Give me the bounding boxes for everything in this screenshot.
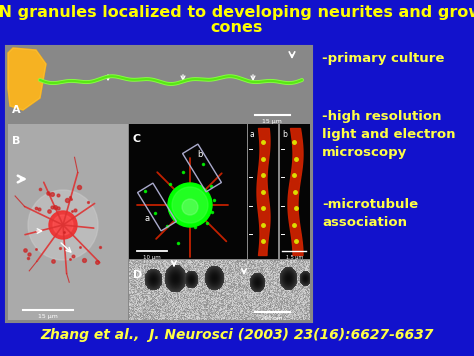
Text: A: A	[12, 105, 21, 115]
Text: cones: cones	[211, 20, 263, 35]
Bar	[129, 124, 247, 259]
Bar	[8, 48, 310, 123]
Bar	[6, 46, 312, 322]
Text: 15 μm: 15 μm	[38, 314, 58, 319]
Circle shape	[182, 199, 198, 215]
Text: -microtubule
association: -microtubule association	[322, 198, 418, 229]
Circle shape	[28, 190, 98, 260]
Text: B: B	[12, 136, 20, 146]
Text: SMN granules localized to developing neurites and growth: SMN granules localized to developing neu…	[0, 5, 474, 20]
Text: a: a	[145, 214, 150, 223]
Text: b: b	[197, 150, 202, 159]
Text: b: b	[282, 130, 287, 139]
Bar	[248, 124, 278, 259]
Text: 1.5 μm: 1.5 μm	[286, 255, 304, 260]
Bar	[280, 124, 310, 259]
Text: C: C	[133, 134, 141, 144]
Bar	[8, 124, 128, 320]
Circle shape	[49, 211, 77, 239]
Text: 200 nm: 200 nm	[261, 316, 283, 321]
Text: a: a	[250, 130, 255, 139]
Circle shape	[168, 183, 212, 227]
Text: Zhang et al.,  J. Neurosci (2003) 23(16):6627-6637: Zhang et al., J. Neurosci (2003) 23(16):…	[40, 328, 434, 342]
Text: D: D	[133, 270, 142, 280]
Polygon shape	[8, 48, 46, 110]
Text: -high resolution
light and electron
microscopy: -high resolution light and electron micr…	[322, 110, 456, 159]
Polygon shape	[8, 48, 46, 110]
Circle shape	[172, 187, 208, 223]
Text: 15 μm: 15 μm	[262, 119, 282, 124]
Circle shape	[53, 215, 73, 235]
Bar	[129, 260, 310, 320]
Text: -primary culture: -primary culture	[322, 52, 444, 65]
Text: 10 μm: 10 μm	[143, 255, 161, 260]
